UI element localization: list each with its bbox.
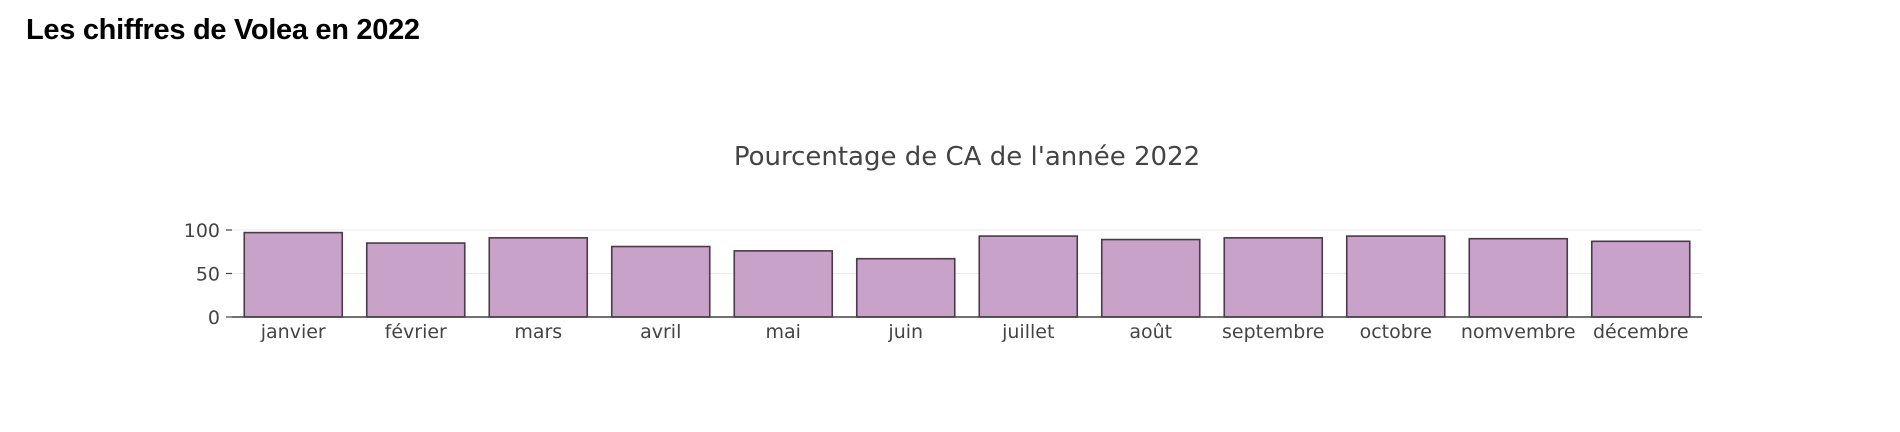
bar-décembre[interactable] (1590, 240, 1691, 318)
bar-août[interactable] (1100, 238, 1201, 318)
x-tick-label: juin (887, 321, 923, 343)
y-tick-label: 50 (196, 264, 220, 286)
x-tick-label: avril (640, 321, 681, 343)
x-tick-label: mai (766, 321, 801, 343)
y-tick-label: 0 (208, 307, 220, 329)
x-tick-label: nomvembre (1461, 321, 1576, 343)
x-tick-label: septembre (1222, 321, 1324, 343)
grid-lines (232, 229, 1702, 274)
bar-septembre[interactable] (1223, 237, 1324, 318)
bar-avril[interactable] (610, 245, 711, 318)
bar-juillet[interactable] (978, 235, 1079, 318)
bar-juin[interactable] (855, 257, 956, 318)
x-tick-label: juillet (1001, 321, 1054, 343)
x-tick-label: février (385, 321, 447, 343)
bar-janvier[interactable] (243, 231, 344, 318)
x-tick-label: janvier (260, 321, 326, 343)
bar-mai[interactable] (733, 250, 834, 318)
x-tick-label: octobre (1360, 321, 1432, 343)
page-heading: Les chiffres de Volea en 2022 (26, 14, 420, 46)
y-tick-label: 100 (184, 220, 220, 242)
y-tick-labels: 0 50 100 (184, 220, 232, 329)
chart-title: Pourcentage de CA de l'année 2022 (734, 142, 1200, 172)
bar-février[interactable] (365, 242, 466, 318)
bars (243, 231, 1691, 318)
bar-octobre[interactable] (1345, 235, 1446, 318)
x-tick-labels: janvier février mars avril mai juin juillet aoû… (260, 321, 1689, 343)
bar-mars[interactable] (488, 237, 589, 318)
x-tick-label: mars (514, 321, 562, 343)
x-tick-label: décembre (1593, 321, 1689, 343)
x-tick-label: août (1129, 321, 1172, 343)
bar-nomvembre[interactable] (1468, 237, 1569, 318)
